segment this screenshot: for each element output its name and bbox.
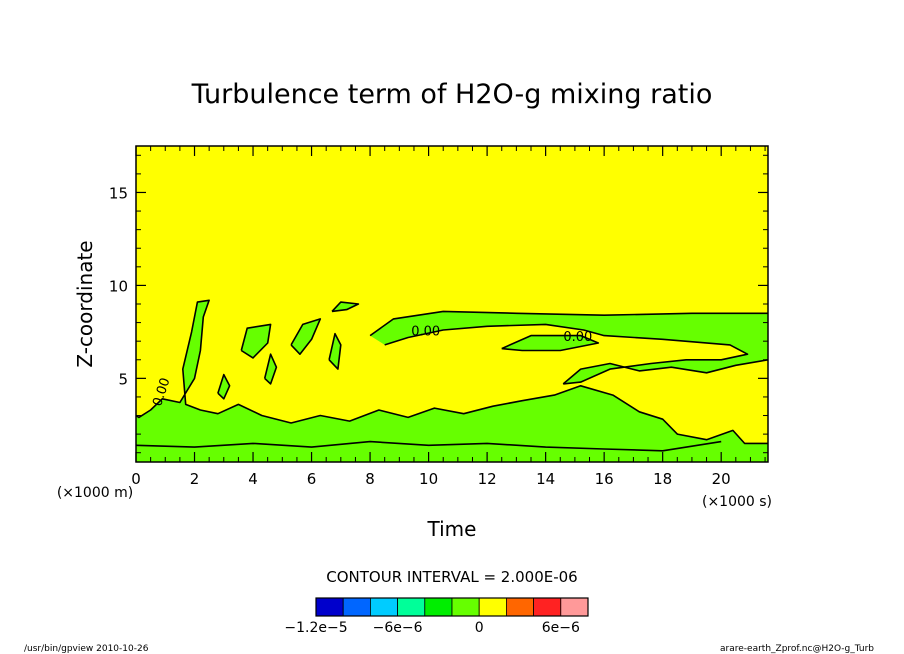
region-4 (329, 333, 341, 370)
colorbar-labels: −1.2e−5 −6e−6 0 6e−6 (284, 620, 580, 636)
x-tick-label-1: 2 (190, 470, 200, 488)
contour-line-10 (331, 301, 360, 313)
contour-line-11 (136, 440, 722, 452)
y-tick-label-1: 10 (109, 277, 128, 295)
region-2 (241, 324, 271, 358)
x-tick-label-5: 10 (419, 470, 438, 488)
colorbar-tick-label-0: −1.2e−5 (284, 620, 347, 636)
colorbar-swatch-5 (451, 597, 480, 617)
region-1 (370, 311, 768, 384)
colorbar-tick-label-3: 6e−6 (542, 620, 580, 636)
contour-line-9 (217, 373, 231, 400)
contour-line-0 (136, 299, 768, 445)
colorbar-swatch-7 (505, 597, 534, 617)
colorbar-swatch-9 (560, 597, 589, 617)
x-tick-label-8: 16 (595, 470, 614, 488)
y-axis-label: Z-coordinate (73, 240, 97, 367)
colorbar-tick-label-1: −6e−6 (373, 620, 423, 636)
colorbar-swatch-3 (397, 597, 426, 617)
contour-line-1 (369, 310, 768, 337)
colorbar (315, 597, 589, 617)
colorbar-swatch-0 (315, 597, 344, 617)
colorbar-swatch-4 (424, 597, 453, 617)
contour-label-1: 0.00 (411, 325, 440, 340)
x-axis-ticks: 0 2 4 6 8 10 12 14 16 18 20 (131, 146, 766, 488)
contour-line-4 (501, 334, 600, 352)
contour-line-2 (562, 359, 768, 385)
x-tick-label-3: 6 (307, 470, 317, 488)
x-tick-label-4: 8 (365, 470, 375, 488)
contour-interval-text: CONTOUR INTERVAL = 2.000E-06 (326, 568, 577, 586)
x-tick-label-10: 20 (712, 470, 731, 488)
region-8 (501, 335, 599, 351)
colorbar-swatch-6 (478, 597, 507, 617)
region-3 (291, 318, 321, 355)
x-axis-label: Time (427, 517, 477, 541)
contour-line-8 (263, 353, 278, 385)
footer-right: arare-earth_Zprof.nc@H2O-g_Turb (720, 644, 874, 654)
contour-line-7 (328, 332, 342, 370)
y-axis-ticks: 5 10 15 (109, 154, 768, 454)
y-tick-label-0: 5 (118, 370, 128, 388)
colorbar-swatch-8 (533, 597, 562, 617)
contour-line-3 (384, 323, 749, 385)
contour-label-2: 0.00 (563, 330, 592, 345)
y-tick-label-2: 15 (109, 184, 128, 202)
footer-left: /usr/bin/gpview 2010-10-26 (24, 644, 149, 654)
x-tick-label-7: 14 (536, 470, 555, 488)
x-tick-label-0: 0 (131, 470, 141, 488)
y-unit-label: (×1000 m) (57, 485, 133, 501)
x-tick-label-9: 18 (653, 470, 672, 488)
region-0 (136, 300, 768, 462)
colorbar-swatch-1 (342, 597, 371, 617)
colorbar-tick-label-2: 0 (475, 620, 484, 636)
x-tick-label-2: 4 (248, 470, 258, 488)
x-tick-label-6: 12 (478, 470, 497, 488)
colorbar-frame (315, 597, 589, 617)
contour-line-6 (290, 318, 322, 356)
x-unit-label: (×1000 s) (702, 494, 772, 510)
chart-title: Turbulence term of H2O-g mixing ratio (191, 79, 713, 110)
colorbar-swatch-2 (369, 597, 398, 617)
contour-line-5 (240, 323, 272, 359)
contour-lines (136, 299, 768, 452)
